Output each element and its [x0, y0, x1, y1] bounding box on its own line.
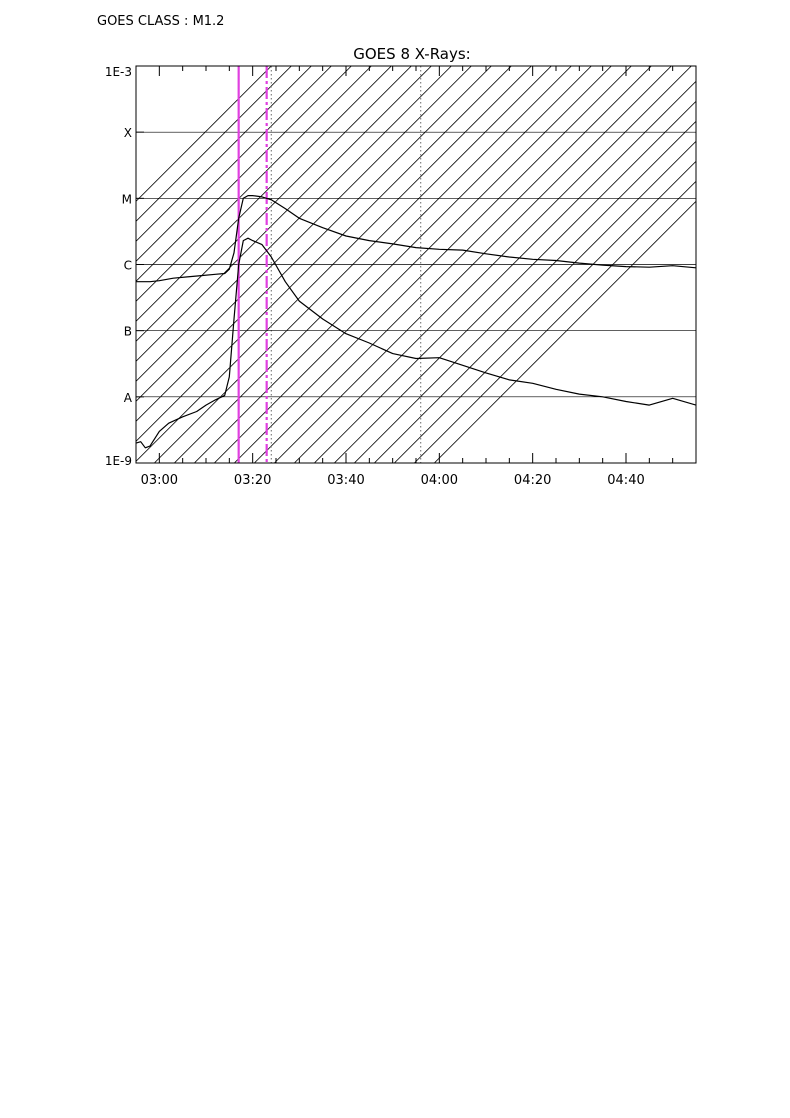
y-tick-label: M — [122, 192, 132, 206]
y-tick-label: 1E-3 — [105, 65, 132, 79]
chart-title: GOES 8 X-Rays: — [353, 45, 470, 63]
y-tick-label: B — [124, 325, 132, 339]
x-tick-label: 03:00 — [141, 473, 178, 488]
y-tick-label: A — [124, 391, 133, 405]
y-tick-label: 1E-9 — [105, 454, 132, 468]
y-tick-label: X — [124, 126, 132, 140]
x-tick-label: 04:00 — [421, 473, 458, 488]
goes-class-label: GOES CLASS : M1.2 — [97, 14, 225, 29]
series-lines — [136, 195, 696, 449]
y-tick-label: C — [124, 259, 132, 273]
x-tick-label: 03:40 — [327, 473, 364, 488]
x-axis: 03:00 03:20 03:40 04:00 04:20 04:40 — [135, 66, 697, 488]
series-line-upper — [136, 195, 696, 283]
x-tick-label: 04:40 — [607, 473, 644, 488]
series-line-lower — [136, 237, 696, 449]
x-tick-label: 04:20 — [514, 473, 551, 488]
y-axis: 1E-9 A B C M X 1E-3 — [105, 65, 144, 468]
x-tick-label: 03:20 — [234, 473, 271, 488]
